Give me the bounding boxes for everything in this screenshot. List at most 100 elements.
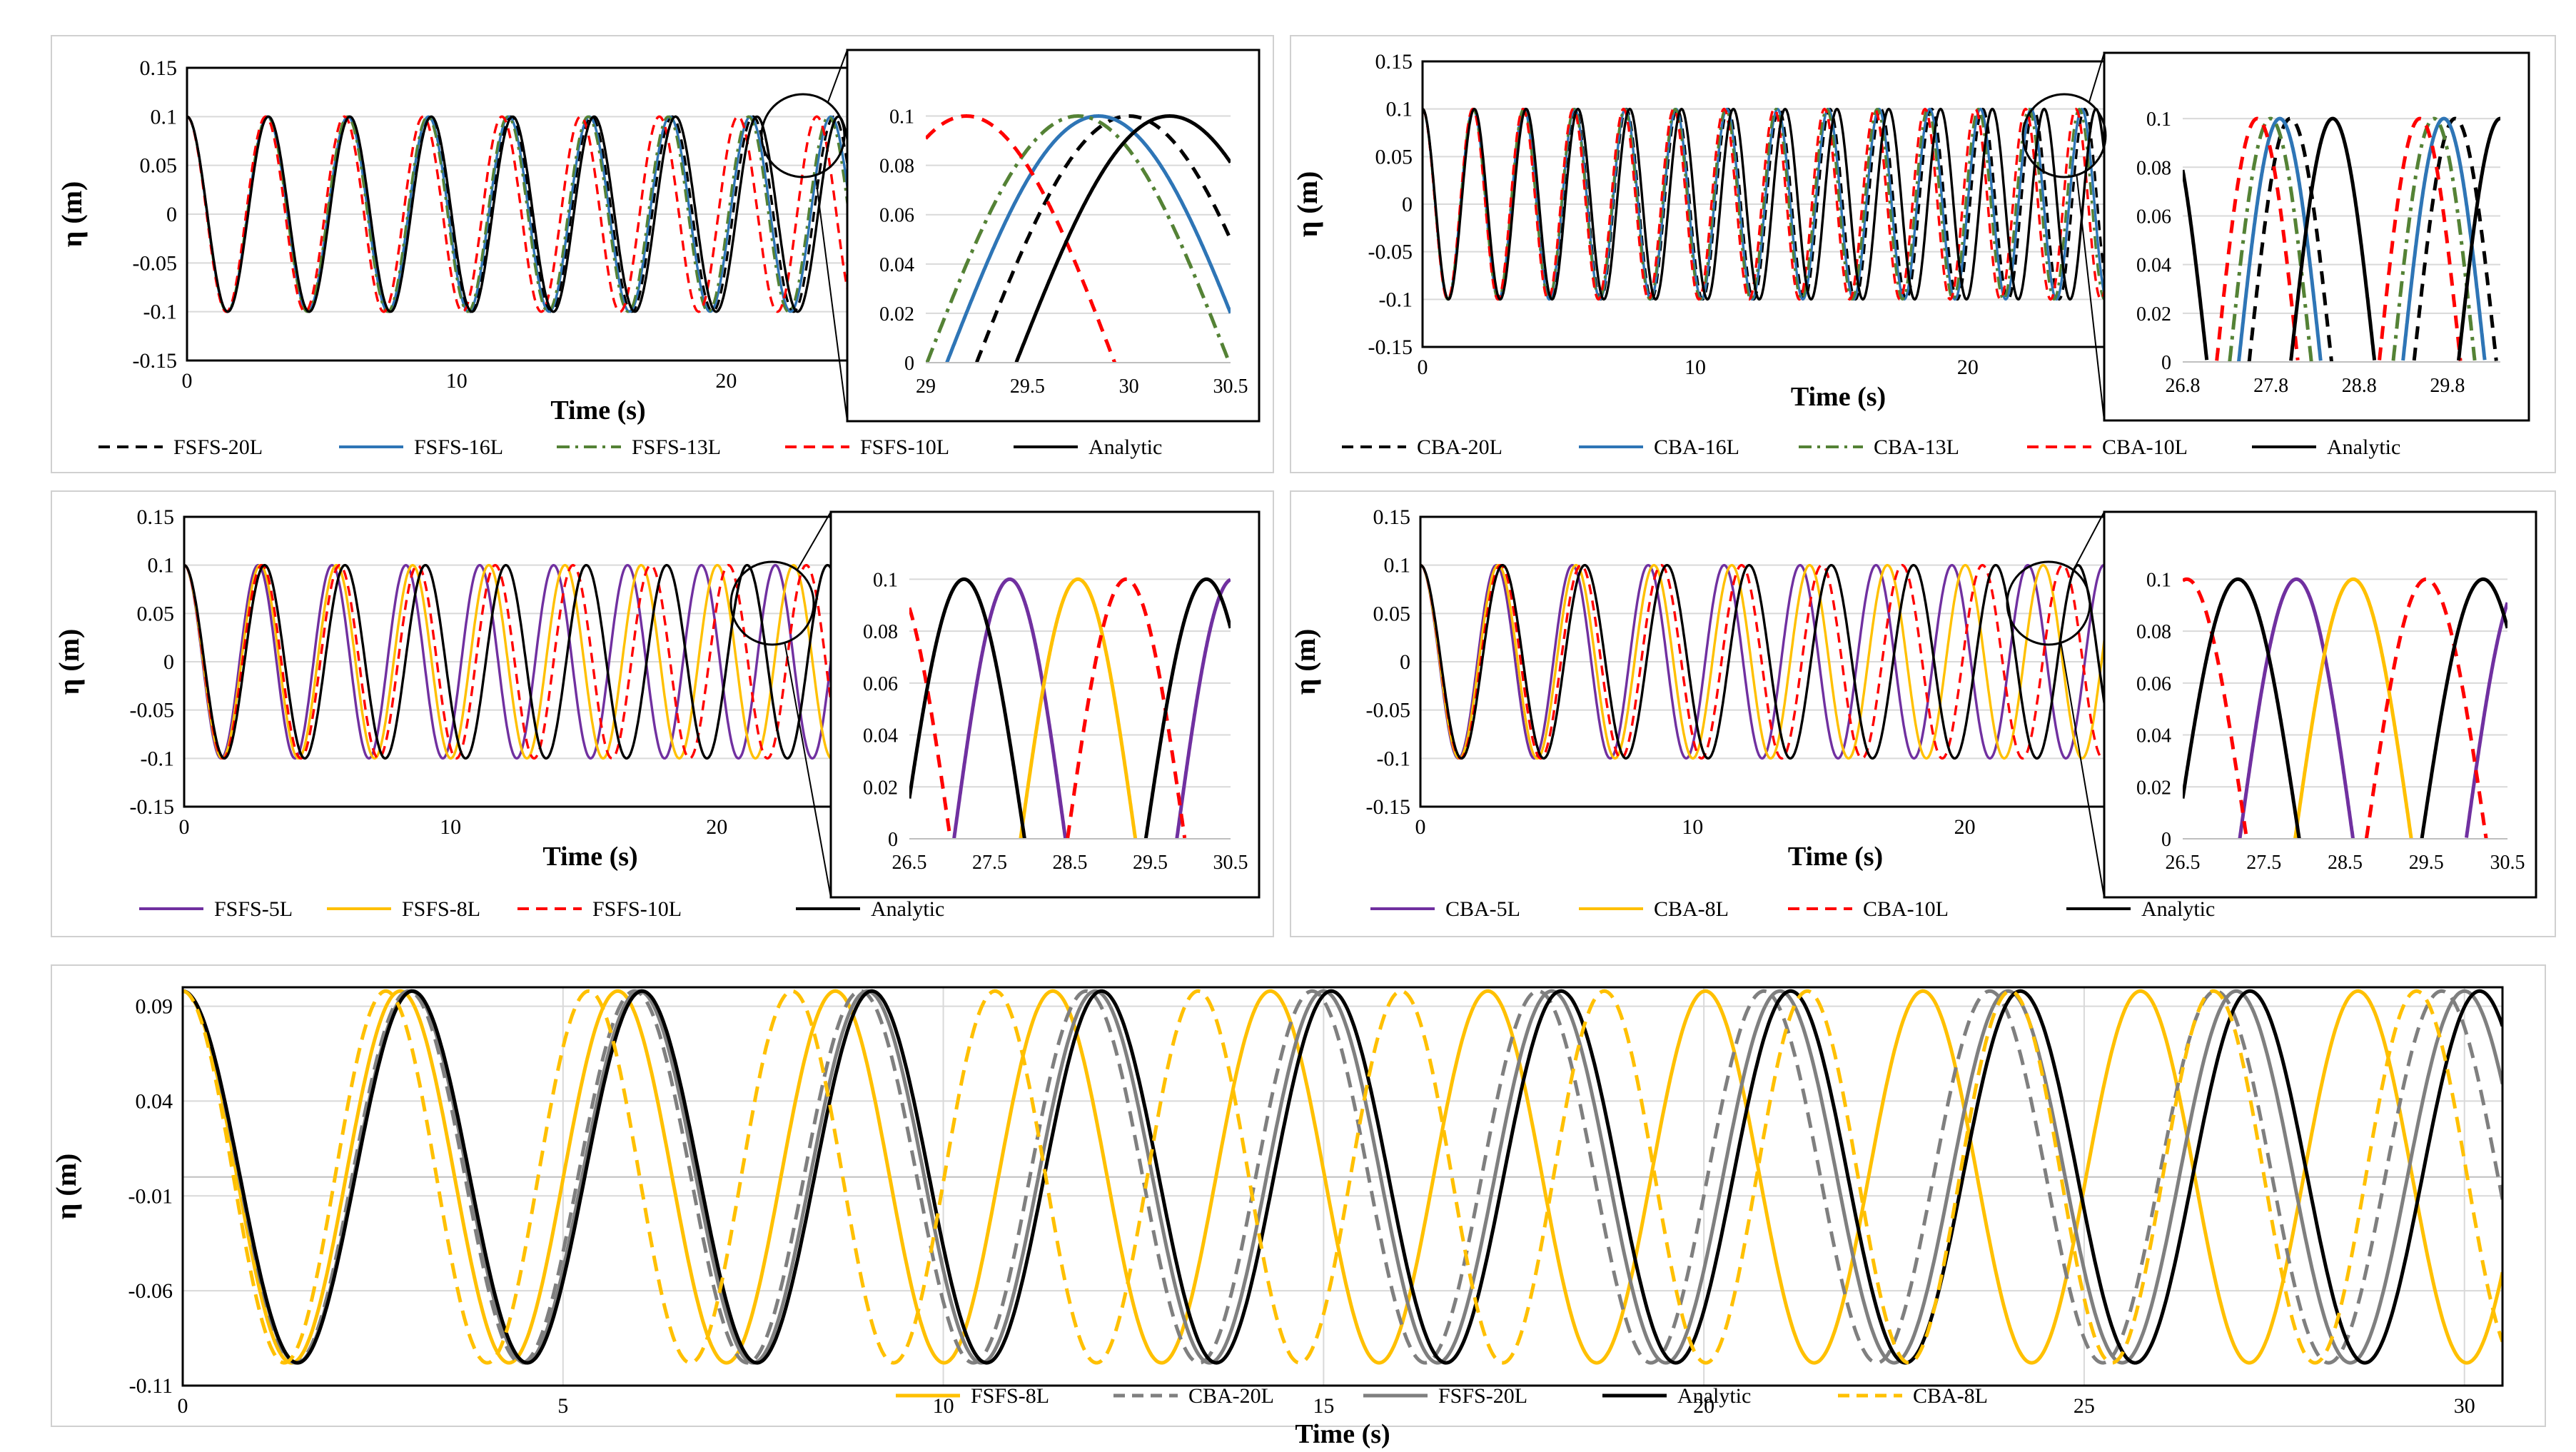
y-tick-label: 0.1 (151, 105, 178, 128)
inset-y-tick-label: 0 (904, 353, 914, 375)
legend-label: CBA-16L (1654, 435, 1739, 459)
inset-y-tick-label: 0.06 (863, 673, 898, 695)
x-tick-label: 0 (1415, 815, 1426, 839)
legend-label: FSFS-8L (402, 897, 480, 921)
x-tick-label: 20 (1693, 1394, 1714, 1418)
inset-series-group (909, 577, 1231, 839)
legend-label: CBA-10L (2102, 435, 2188, 459)
legend-item: Analytic (1602, 1384, 1751, 1408)
inset-x-tick-label: 28.5 (2328, 852, 2363, 874)
x-tick-label: 30 (2454, 1394, 2475, 1418)
x-tick-label: 10 (1684, 356, 1706, 379)
y-tick-label: -0.15 (130, 795, 175, 819)
y-tick-label: -0.15 (1366, 795, 1411, 819)
legend-label: CBA-10L (1863, 897, 1949, 921)
y-tick-label: 0.04 (136, 1089, 173, 1113)
inset-series-cba-13l (2228, 116, 2477, 362)
y-tick-label: 0.15 (1375, 50, 1413, 74)
y-tick-label: 0 (163, 650, 174, 674)
zoom-circle (729, 560, 815, 646)
x-tick-label: 20 (706, 815, 727, 839)
y-tick-label: 0.15 (140, 56, 178, 80)
plot-frame (181, 986, 2504, 1387)
zoom-connector (2072, 511, 2105, 571)
inset-series-analytic (2183, 116, 2500, 361)
y-tick-label: 0.1 (1384, 554, 1411, 578)
legend-item: FSFS-20L (1363, 1384, 1527, 1408)
inset-y-tick-label: 0.04 (2136, 255, 2171, 277)
inset-x-tick-label: 27.5 (2246, 852, 2281, 874)
zoom-connector (814, 174, 848, 422)
inset-series-analytic (2183, 577, 2507, 839)
legend-item: FSFS-16L (339, 435, 503, 459)
y-axis-title: η (m) (1291, 171, 1323, 238)
legend-item: CBA-16L (1579, 435, 1739, 459)
legend-label: Analytic (871, 897, 944, 921)
inset-x-tick-label: 28.8 (2342, 375, 2377, 397)
x-tick-label: 20 (1957, 356, 1979, 379)
inset-series-cba-10l (2183, 577, 2488, 839)
legend-label: CBA-5L (1445, 897, 1520, 921)
x-axis-title: Time (s) (542, 842, 637, 872)
inset-frame (2103, 510, 2537, 899)
inset-x-tick-label: 29 (916, 375, 936, 398)
legend-label: CBA-20L (1188, 1384, 1274, 1408)
legend-p4: CBA-5L CBA-8L CBA-10L Analytic (1370, 897, 2215, 921)
x-tick-label: 10 (1682, 815, 1703, 839)
inset-y-tick-label: 0 (888, 829, 898, 851)
zoom-connector (2088, 52, 2105, 103)
inset-y-tick-label: 0.1 (2146, 109, 2171, 131)
legend-item: CBA-8L (1579, 897, 1729, 921)
inset-y-tick-label: 0.06 (2136, 206, 2171, 228)
inset-y-tick-label: 0.04 (879, 254, 914, 276)
x-tick-label: 20 (1954, 815, 1976, 839)
inset-series-fsfs-10l (926, 114, 1117, 363)
inset-series-group (2183, 116, 2500, 362)
legend-item: FSFS-8L (327, 897, 480, 921)
inset-y-tick-label: 0.04 (863, 725, 898, 747)
inset-series-fsfs-5l (952, 577, 1231, 839)
y-tick-label: 0 (166, 203, 177, 226)
legend-item: FSFS-5L (139, 897, 293, 921)
inset-y-tick-label: 0.02 (879, 303, 914, 326)
legend-item: CBA-10L (1788, 897, 1949, 921)
y-tick-label: 0.05 (137, 602, 175, 625)
y-tick-label: 0.05 (1373, 602, 1411, 625)
legend-label: CBA-20L (1417, 435, 1502, 459)
inset-x-tick-label: 29.5 (1010, 375, 1045, 398)
legend-item: CBA-20L (1342, 435, 1502, 459)
inset-series-fsfs-8l (1019, 577, 1138, 839)
y-tick-label: 0.1 (148, 554, 175, 578)
legend-label: FSFS-20L (173, 435, 263, 459)
series-line-cba-8l (183, 989, 2502, 1365)
series-line-cba-20l (183, 989, 2502, 1365)
y-tick-label: 0.15 (137, 505, 175, 529)
y-tick-label: -0.05 (130, 699, 175, 722)
legend-item: Analytic (2252, 435, 2400, 459)
legend-label: Analytic (2327, 435, 2400, 459)
inset-series-group (926, 114, 1231, 363)
y-tick-label: -0.15 (1368, 336, 1413, 359)
legend-label: CBA-13L (1874, 435, 1959, 459)
inset-series-cba-5l (2238, 577, 2507, 839)
inset-y-tick-label: 0.02 (2136, 777, 2171, 799)
y-tick-label: 0.1 (1386, 98, 1413, 121)
x-axis-title: Time (s) (1788, 842, 1883, 872)
x-tick-label: 0 (179, 815, 190, 839)
y-axis-title: η (m) (53, 629, 85, 695)
legend-item: FSFS-13L (557, 435, 721, 459)
legend-label: FSFS-8L (971, 1384, 1049, 1408)
y-tick-label: -0.1 (143, 301, 178, 324)
inset-x-tick-label: 30.5 (2490, 852, 2525, 874)
x-axis-title: Time (s) (550, 395, 645, 425)
zoom-connector (827, 49, 848, 103)
inset-series-fsfs-20l (975, 114, 1231, 363)
y-tick-label: 0 (1402, 193, 1413, 216)
y-tick-label: 0 (1400, 650, 1410, 674)
y-tick-label: 0.09 (136, 995, 173, 1019)
legend-p2: CBA-20L CBA-16L CBA-13L CBA-10L Analytic (1342, 435, 2400, 459)
legend-label: FSFS-10L (860, 435, 949, 459)
legend-label: FSFS-16L (414, 435, 503, 459)
chart-p3: 0.150.10.050-0.05-0.1-0.150102030Time (s… (53, 505, 1261, 899)
x-tick-label: 10 (446, 369, 468, 393)
